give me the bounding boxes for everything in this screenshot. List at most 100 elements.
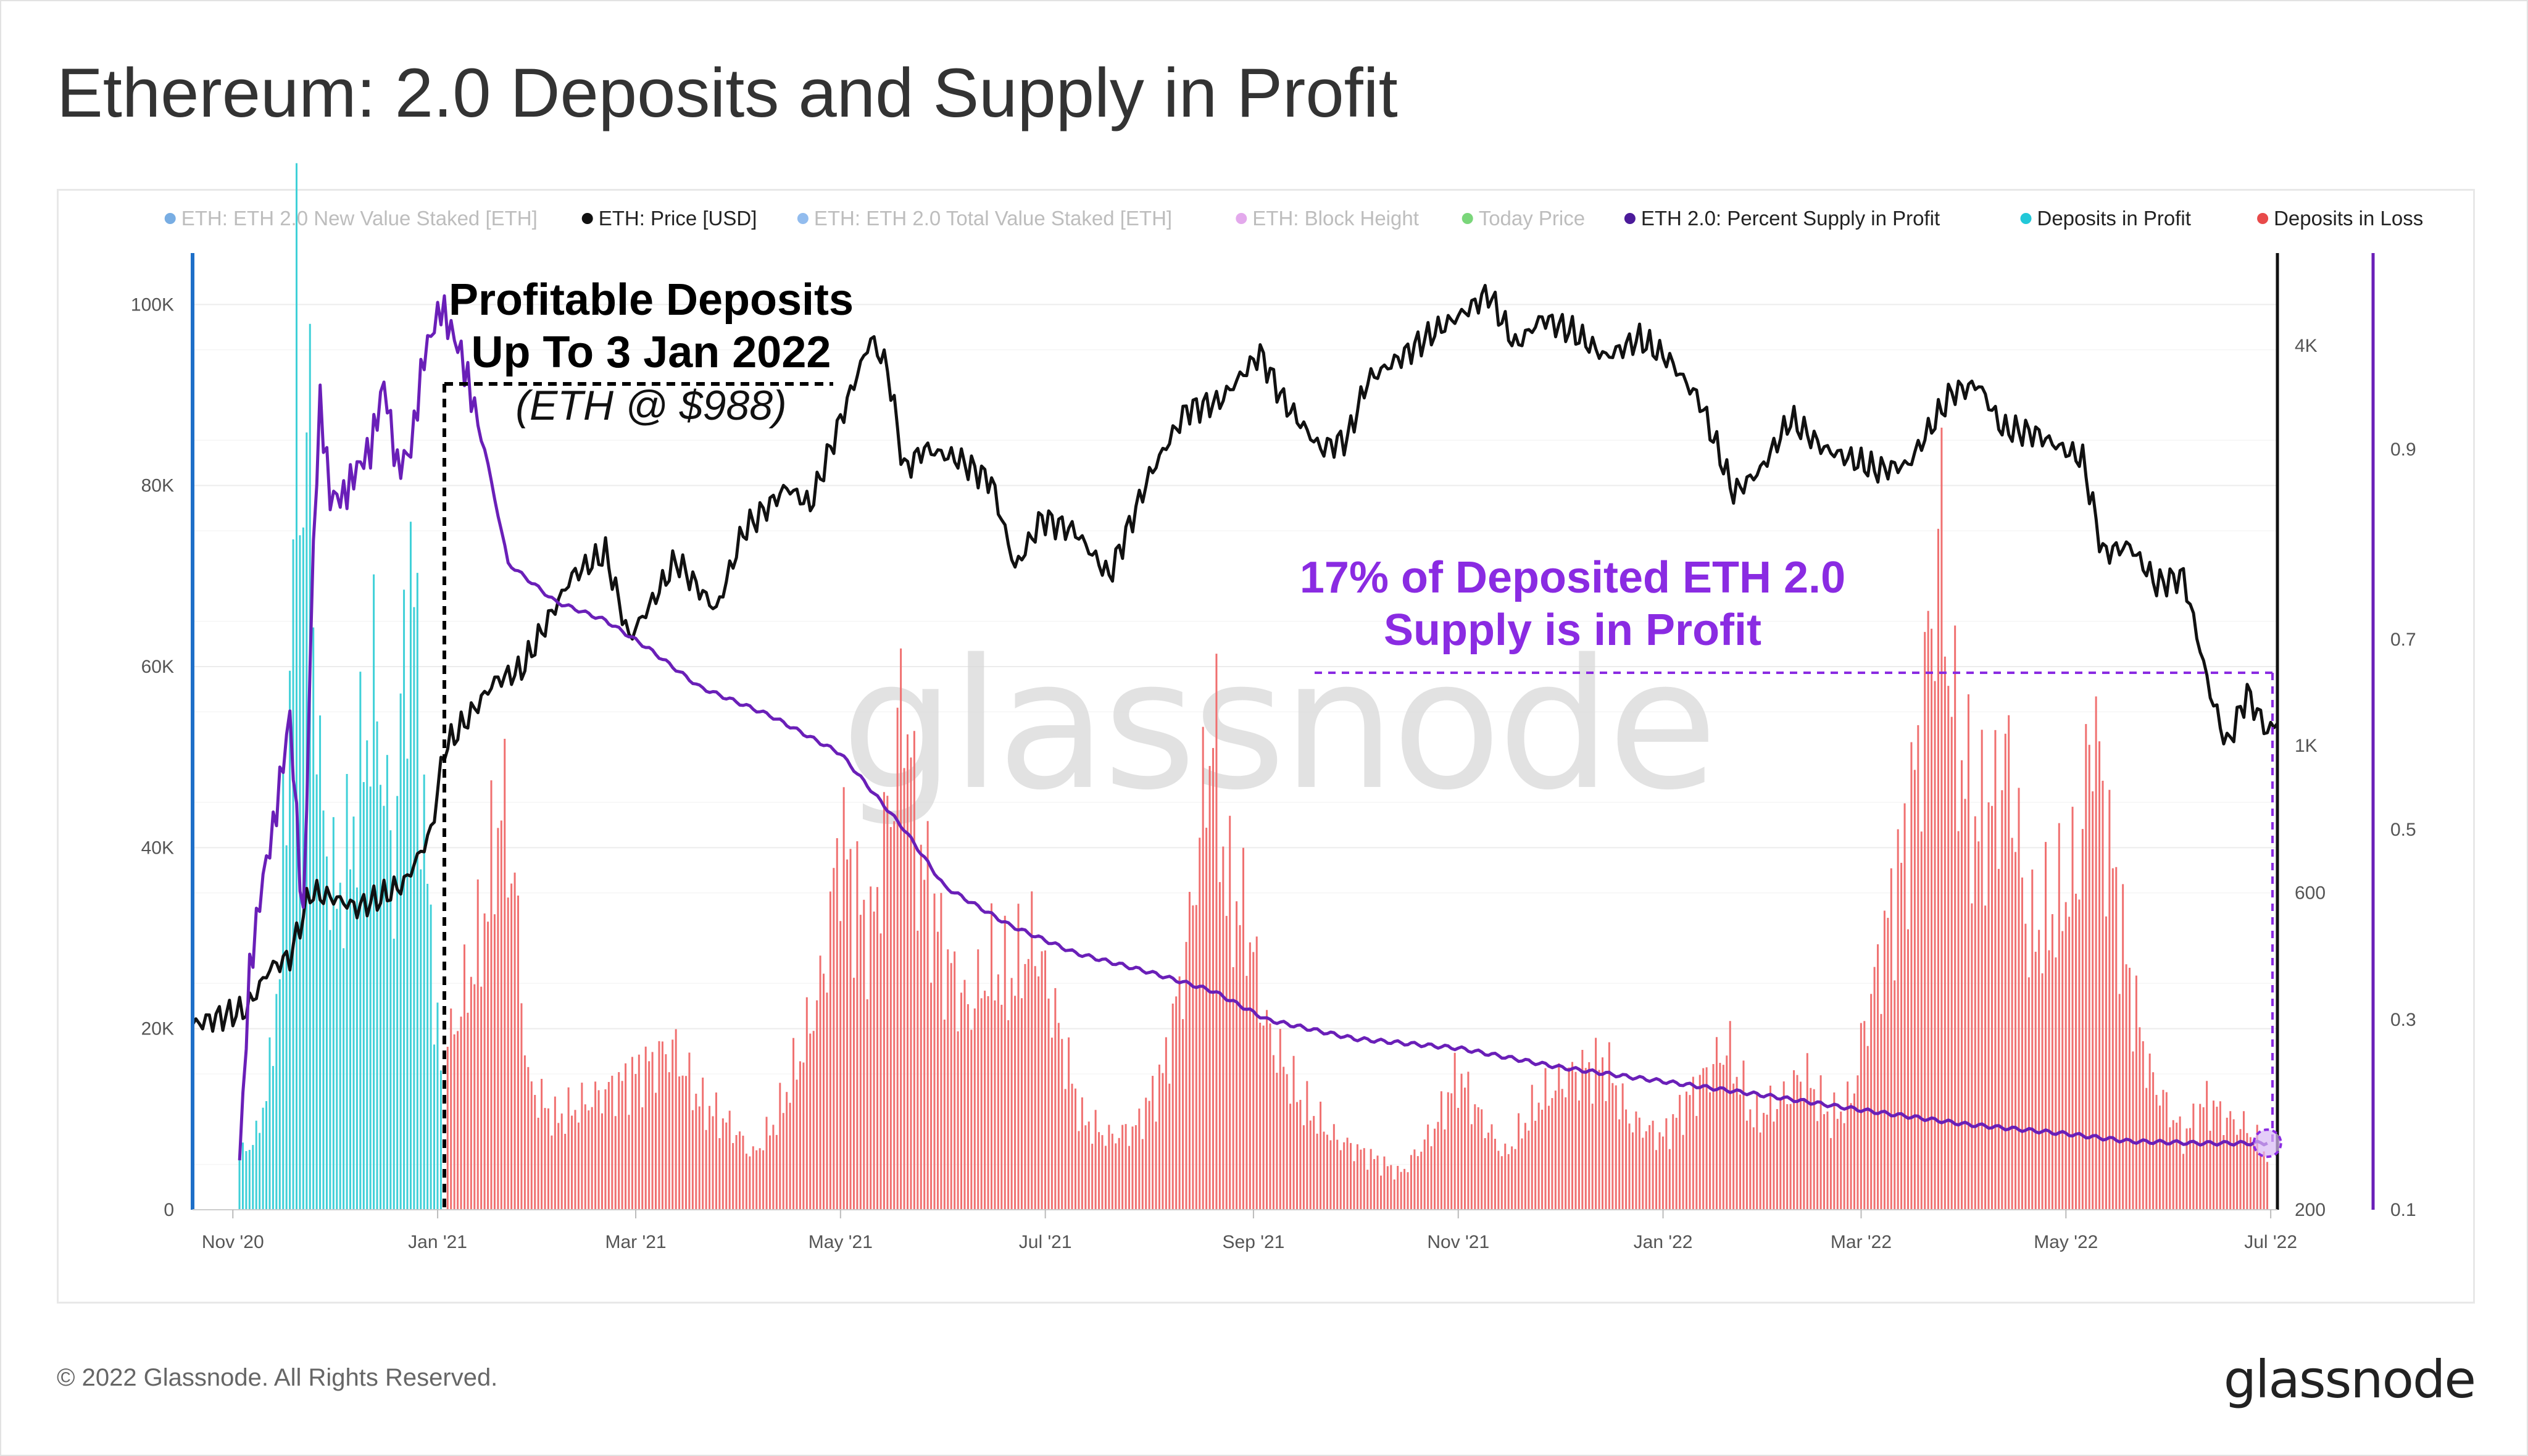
bar bbox=[1141, 1139, 1144, 1210]
bar bbox=[413, 607, 415, 1210]
bar bbox=[1642, 1138, 1644, 1210]
bar bbox=[1333, 1124, 1335, 1210]
bar bbox=[476, 879, 479, 1210]
bar bbox=[1625, 1109, 1628, 1210]
page-title: Ethereum: 2.0 Deposits and Supply in Pro… bbox=[57, 54, 1398, 131]
bar bbox=[907, 734, 908, 1210]
bar bbox=[2031, 869, 2034, 1210]
bar bbox=[2034, 952, 2037, 1210]
bar bbox=[960, 992, 963, 1210]
legend-item-6[interactable]: Deposits in Profit bbox=[2037, 207, 2191, 230]
bar bbox=[2145, 1088, 2148, 1210]
bar bbox=[1672, 1114, 1674, 1210]
bar bbox=[1665, 1118, 1668, 1210]
y-left-tick-label: 60K bbox=[141, 657, 174, 677]
bar bbox=[1826, 1111, 1829, 1210]
bar bbox=[1524, 1123, 1526, 1210]
y-right-pct-tick-label: 0.5 bbox=[2390, 820, 2416, 840]
bar bbox=[1350, 1142, 1352, 1210]
bar bbox=[1565, 1097, 1567, 1210]
x-tick-label: May '22 bbox=[2034, 1232, 2098, 1252]
bar bbox=[1339, 1150, 1342, 1210]
bar bbox=[268, 1037, 271, 1210]
bar bbox=[2132, 1051, 2134, 1210]
bar bbox=[1507, 1154, 1510, 1210]
bar bbox=[1702, 1068, 1705, 1210]
bar bbox=[285, 845, 288, 1210]
x-tick-label: Jan '21 bbox=[408, 1232, 467, 1252]
bar bbox=[816, 1000, 818, 1210]
legend-item-4[interactable]: Today Price bbox=[1479, 207, 1585, 230]
legend-item-7[interactable]: Deposits in Loss bbox=[2274, 207, 2423, 230]
bar bbox=[715, 1092, 717, 1210]
bar bbox=[1991, 805, 1993, 1210]
bar bbox=[1853, 1093, 1855, 1210]
bar bbox=[1528, 1130, 1530, 1210]
brand-logo: glassnode bbox=[2223, 1349, 2476, 1410]
x-tick-label: Mar '21 bbox=[605, 1232, 666, 1252]
bar bbox=[514, 872, 516, 1210]
bar bbox=[1487, 1133, 1490, 1210]
x-tick-label: Nov '21 bbox=[1427, 1232, 1489, 1252]
bar bbox=[1383, 1156, 1386, 1210]
bar bbox=[1423, 1139, 1426, 1210]
bar bbox=[1249, 942, 1251, 1210]
bar bbox=[584, 1104, 586, 1210]
bar bbox=[1360, 1149, 1362, 1210]
bar bbox=[970, 1030, 973, 1210]
y-right-price-tick-label: 200 bbox=[2295, 1200, 2326, 1220]
y-right-price-tick-label: 4K bbox=[2295, 336, 2318, 356]
legend-item-0[interactable]: ETH: ETH 2.0 New Value Staked [ETH] bbox=[181, 207, 538, 230]
bar bbox=[530, 1081, 533, 1210]
bar bbox=[1148, 1100, 1150, 1210]
bar bbox=[859, 915, 862, 1210]
bar bbox=[684, 1076, 687, 1210]
bar bbox=[997, 974, 999, 1210]
bar bbox=[2038, 930, 2040, 1210]
bar bbox=[1894, 980, 1896, 1210]
bar bbox=[2216, 1107, 2218, 1210]
bar bbox=[2018, 788, 2020, 1210]
bar bbox=[2148, 1053, 2151, 1210]
bar bbox=[252, 1145, 254, 1210]
bar bbox=[1957, 831, 1960, 1210]
bar bbox=[1698, 1075, 1701, 1210]
bar bbox=[259, 1133, 261, 1210]
bar bbox=[1034, 966, 1036, 1210]
legend: ETH: ETH 2.0 New Value Staked [ETH] ETH: … bbox=[164, 207, 2423, 230]
bar bbox=[826, 992, 828, 1210]
bar bbox=[1722, 1065, 1724, 1210]
bar bbox=[339, 883, 341, 1210]
bar bbox=[1850, 1103, 1852, 1210]
bar bbox=[910, 757, 912, 1210]
bar bbox=[1356, 1144, 1358, 1210]
bar bbox=[2195, 1141, 2198, 1210]
bar bbox=[1514, 1149, 1516, 1210]
legend-item-5[interactable]: ETH 2.0: Percent Supply in Profit bbox=[1641, 207, 1940, 230]
bar bbox=[292, 539, 294, 1210]
annotation-supply-line1: 17% of Deposited ETH 2.0 bbox=[1300, 553, 1845, 602]
bar bbox=[2102, 780, 2104, 1210]
legend-item-1[interactable]: ETH: Price [USD] bbox=[599, 207, 757, 230]
annotation-profitable-line1: Profitable Deposits bbox=[449, 275, 854, 325]
bar bbox=[1897, 829, 1899, 1210]
y-right-price-tick-label: 1K bbox=[2295, 736, 2318, 756]
bar bbox=[1581, 1049, 1584, 1210]
bar bbox=[1326, 1134, 1328, 1210]
bar bbox=[366, 740, 368, 1210]
bar bbox=[1994, 730, 1997, 1210]
legend-item-3[interactable]: ETH: Block Height bbox=[1252, 207, 1419, 230]
bar bbox=[2027, 977, 2030, 1210]
grid-layer bbox=[193, 304, 2277, 1210]
legend-item-2[interactable]: ETH: ETH 2.0 Total Value Staked [ETH] bbox=[814, 207, 1172, 230]
bar bbox=[1007, 1020, 1010, 1210]
bar bbox=[1954, 625, 1956, 1210]
bar bbox=[343, 948, 345, 1210]
bar bbox=[1920, 831, 1923, 1210]
x-tick-label: Jul '22 bbox=[2244, 1232, 2297, 1252]
bar bbox=[1924, 631, 1926, 1210]
bar bbox=[500, 820, 502, 1210]
bar bbox=[2165, 1092, 2168, 1210]
bar bbox=[1635, 1111, 1637, 1210]
